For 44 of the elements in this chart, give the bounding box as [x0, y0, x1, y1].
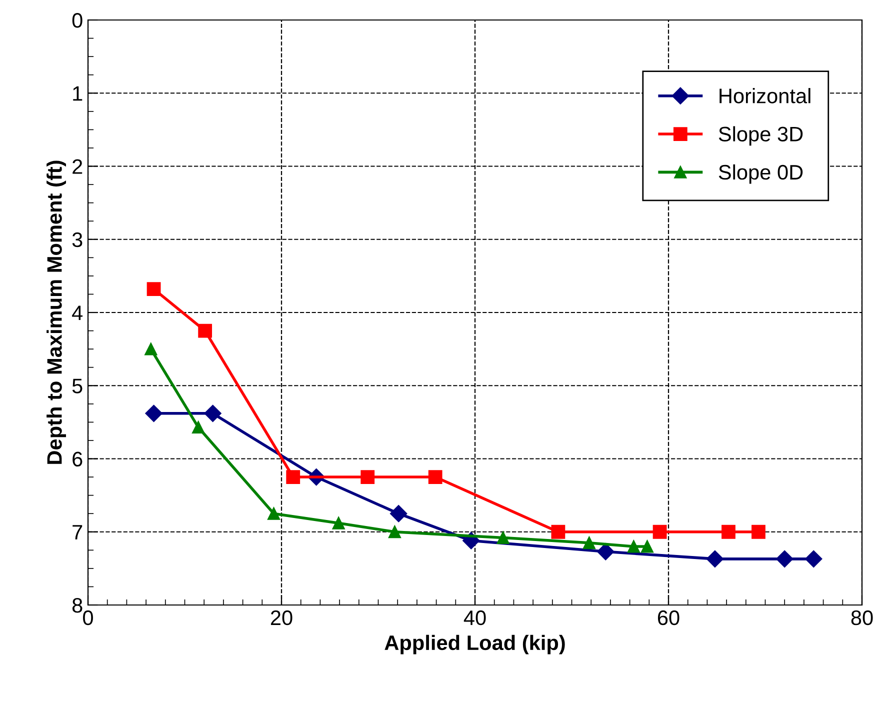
y-tick-label: 0 — [72, 13, 82, 28]
point — [805, 550, 822, 568]
point — [198, 324, 212, 338]
point — [144, 342, 158, 356]
y-tick-label: 6 — [72, 452, 82, 467]
point — [332, 516, 345, 530]
x-tick-label: 0 — [83, 610, 93, 626]
y-tick-label: 2 — [72, 159, 82, 174]
legend-label: Slope 0D — [718, 164, 803, 184]
point — [582, 536, 596, 550]
x-axis-title: Applied Load (kip) — [384, 634, 565, 654]
point — [640, 540, 654, 553]
point — [627, 540, 640, 553]
y-tick-label: 5 — [72, 378, 82, 394]
point — [388, 526, 401, 538]
y-tick-label: 3 — [72, 232, 82, 248]
point — [360, 470, 375, 484]
point — [268, 507, 280, 520]
y-tick-label: 4 — [72, 306, 83, 320]
point — [652, 524, 667, 539]
legend-label: Horizontal — [720, 88, 810, 104]
y-axis-title: Depth to Maximum Moment (ft) — [46, 160, 66, 464]
point — [390, 505, 408, 522]
point — [752, 524, 766, 539]
point — [192, 421, 205, 434]
point — [145, 404, 162, 422]
point — [146, 282, 161, 296]
point — [597, 543, 614, 560]
point — [204, 404, 222, 422]
y-tick-label: 7 — [72, 525, 82, 540]
x-tick-label: 20 — [270, 610, 292, 626]
legend-label: Slope 3D — [718, 126, 803, 146]
x-tick-label: 80 — [851, 610, 873, 626]
point — [286, 470, 300, 484]
point — [776, 550, 794, 568]
x-tick-label: 40 — [464, 610, 486, 626]
point — [551, 524, 566, 539]
point — [706, 550, 724, 568]
point — [428, 470, 442, 484]
y-tick-label: 8 — [72, 598, 82, 613]
point — [496, 531, 510, 544]
point — [722, 524, 736, 539]
x-tick-label: 60 — [658, 610, 680, 626]
y-tick-label: 1 — [73, 86, 82, 101]
